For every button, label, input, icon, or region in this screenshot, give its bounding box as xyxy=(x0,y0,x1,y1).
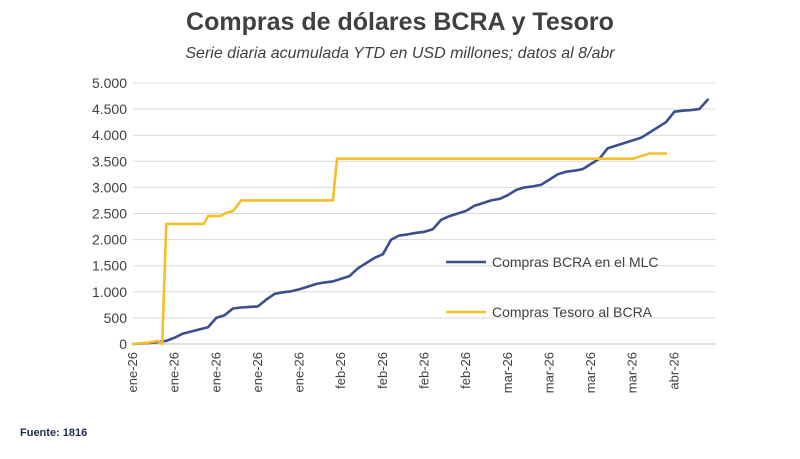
x-tick-label: feb-26 xyxy=(375,352,390,389)
legend-label-1: Compras Tesoro al BCRA xyxy=(492,304,653,320)
y-tick-label: 3.500 xyxy=(92,153,127,169)
chart-subtitle: Serie diaria acumulada YTD en USD millon… xyxy=(185,45,615,62)
y-tick-label: 5.000 xyxy=(92,75,127,91)
x-tick-label: abr-26 xyxy=(666,352,681,390)
y-tick-label: 1.000 xyxy=(92,284,127,300)
y-tick-label: 4.000 xyxy=(92,127,127,143)
x-tick-label: ene-26 xyxy=(292,352,307,392)
source-note: Fuente: 1816 xyxy=(20,427,88,439)
y-tick-label: 500 xyxy=(104,310,128,326)
x-tick-label: ene-26 xyxy=(250,352,265,392)
chart-title: Compras de dólares BCRA y Tesoro xyxy=(186,8,614,36)
x-tick-label: mar-26 xyxy=(625,352,640,393)
x-tick-label: feb-26 xyxy=(458,352,473,389)
x-tick-label: mar-26 xyxy=(500,352,515,393)
y-tick-label: 2.500 xyxy=(92,206,127,222)
y-tick-label: 1.500 xyxy=(92,258,127,274)
axes: 0 500 1.000 1.500 2.000 2.500 3.000 3.500 4.000 4… xyxy=(92,75,716,393)
x-tick-label: mar-26 xyxy=(541,352,556,393)
legend: Compras BCRA en el MLC Compras Tesoro al … xyxy=(446,254,659,320)
y-tick-label: 3.000 xyxy=(92,179,127,195)
x-tick-label: ene-26 xyxy=(167,352,182,392)
y-tick-label: 4.500 xyxy=(92,101,127,117)
x-tick-label: feb-26 xyxy=(333,352,348,389)
series-line-1 xyxy=(131,152,668,346)
x-tick-label: feb-26 xyxy=(417,352,432,389)
x-tick-label: ene-26 xyxy=(125,352,140,392)
legend-label-0: Compras BCRA en el MLC xyxy=(492,254,659,270)
series-lines xyxy=(131,98,710,346)
y-tick-label: 2.000 xyxy=(92,232,127,248)
series-line-0 xyxy=(131,98,710,346)
y-tick-label: 0 xyxy=(119,336,127,352)
x-tick-label: ene-26 xyxy=(208,352,223,392)
x-tick-label: mar-26 xyxy=(583,352,598,393)
